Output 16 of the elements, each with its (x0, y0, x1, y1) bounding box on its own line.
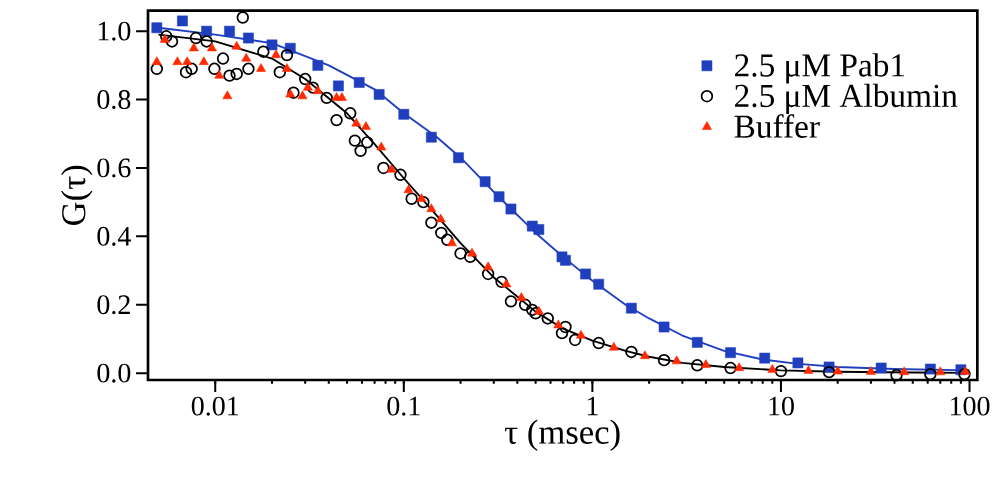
y-tick-label: 0.8 (97, 90, 131, 110)
legend-label: 2.5 μM Albumin (735, 83, 958, 114)
legend-label: Buffer (734, 114, 820, 138)
x-tick-label: 100 (950, 396, 990, 416)
y-tick-label: 0.4 (97, 226, 131, 246)
y-tick-label: 0.6 (97, 158, 131, 178)
y-tick-label: 1.0 (98, 21, 131, 41)
y-axis-title: G(τ) (61, 165, 93, 225)
x-tick-label: 0.1 (387, 396, 420, 416)
x-tick-label: 10 (769, 396, 794, 416)
x-axis-title: τ (msec) (504, 419, 620, 451)
y-tick-label: 0.0 (97, 363, 131, 383)
x-tick-label: 1 (587, 396, 598, 416)
legend-label: 2.5 μM Pab1 (735, 53, 905, 84)
x-tick-label: 0.01 (191, 396, 239, 416)
y-tick-label: 0.2 (97, 295, 130, 315)
